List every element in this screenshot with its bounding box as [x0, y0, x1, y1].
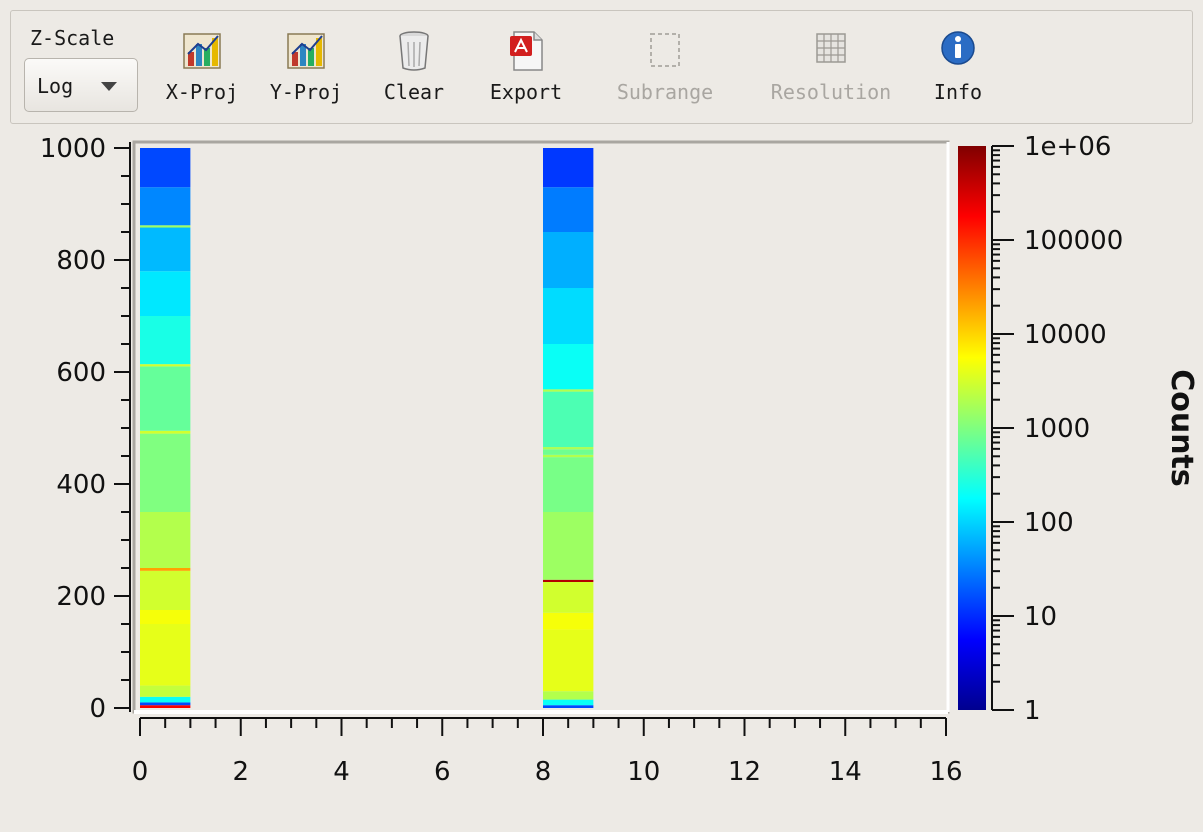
heatmap-cell [140, 430, 191, 434]
heatmap-cell [140, 610, 191, 624]
heatmap-cell [140, 570, 191, 610]
y-tick-label: 200 [56, 582, 106, 612]
heatmap-cell [543, 389, 594, 392]
heatmap-cell [140, 227, 191, 272]
heatmap-cell [140, 148, 191, 188]
x-tick-label: 0 [132, 757, 149, 787]
resolution-button[interactable]: Resolution [758, 28, 904, 112]
x-tick-label: 2 [232, 757, 249, 787]
heatmap-cell [543, 454, 594, 458]
heatmap-cell [543, 579, 594, 582]
heatmap-cells [140, 148, 594, 708]
y-axis: 0 200 400 600 800 1000 [40, 134, 130, 724]
heatmap-cell [543, 187, 594, 232]
heatmap-cell [140, 366, 191, 431]
heatmap-cell [543, 344, 594, 390]
zscale-label: Z-Scale [30, 26, 115, 50]
heatmap-cell [140, 187, 191, 226]
x-axis: 0 2 4 6 8 10 12 14 16 [132, 718, 963, 787]
heatmap-cell [140, 624, 191, 686]
heatmap-cell [543, 699, 594, 706]
heatmap-cell [543, 457, 594, 512]
trash-icon [394, 28, 434, 72]
zscale-value: Log [37, 74, 74, 98]
clear-button[interactable]: Clear [366, 28, 462, 112]
heatmap-cell [543, 449, 594, 455]
info-icon [938, 28, 978, 72]
x-tick-label: 6 [434, 757, 451, 787]
bar-chart-icon [286, 28, 326, 72]
colorbar-tick-label: 100 [1024, 508, 1074, 538]
subrange-button[interactable]: Subrange [600, 28, 730, 112]
heatmap-cell [543, 232, 594, 288]
colorbar-tick-label: 1000 [1024, 414, 1090, 444]
x-proj-label: X-Proj [165, 80, 239, 104]
colorbar-tick-label: 1e+06 [1024, 132, 1111, 162]
grid-icon [811, 28, 851, 72]
y-proj-button[interactable]: Y-Proj [254, 28, 358, 112]
x-tick-label: 14 [829, 757, 862, 787]
heatmap-cell [140, 364, 191, 367]
heatmap-cell [543, 612, 594, 630]
bar-chart-icon [182, 28, 222, 72]
colorbar-tick-label: 10000 [1024, 320, 1107, 350]
y-proj-label: Y-Proj [269, 80, 343, 104]
resolution-label: Resolution [770, 80, 892, 104]
export-button[interactable]: Export [474, 28, 578, 112]
heatmap-cell [140, 225, 191, 228]
info-label: Info [933, 80, 983, 104]
colorbar [958, 146, 986, 710]
heatmap-cell [543, 705, 594, 708]
y-tick-label: 400 [56, 470, 106, 500]
heatmap-cell [543, 582, 594, 613]
clear-label: Clear [383, 80, 445, 104]
x-tick-label: 8 [535, 757, 552, 787]
heatmap-cell [140, 433, 191, 512]
colorbar-tick-label: 100000 [1024, 226, 1123, 256]
heatmap-cell [543, 391, 594, 448]
x-tick-label: 12 [728, 757, 761, 787]
zscale-dropdown[interactable]: Log [24, 58, 138, 112]
chevron-down-icon [101, 82, 117, 91]
pdf-export-icon [506, 28, 546, 72]
x-tick-label: 10 [627, 757, 660, 787]
colorbar-tick-label: 1 [1024, 696, 1041, 726]
export-label: Export [489, 80, 563, 104]
x-tick-label: 16 [929, 757, 962, 787]
heatmap-cell [543, 629, 594, 692]
heatmap-cell [140, 696, 191, 703]
y-tick-label: 0 [89, 694, 106, 724]
y-tick-label: 600 [56, 358, 106, 388]
heatmap-cell [543, 512, 594, 580]
heatmap-cell [140, 685, 191, 697]
colorbar-tick-label: 10 [1024, 602, 1057, 632]
heatmap-cell [140, 271, 191, 316]
heatmap-cell [140, 702, 191, 706]
heatmap-cell [140, 705, 191, 708]
y-tick-label: 1000 [40, 134, 106, 164]
colorbar-axis: 1 10 100 1000 10000 100000 1e+06 [992, 132, 1123, 726]
heatmap-cell [543, 691, 594, 700]
info-button[interactable]: Info [926, 28, 990, 112]
heatmap-cell [543, 288, 594, 344]
x-tick-label: 4 [333, 757, 350, 787]
heatmap-cell [140, 316, 191, 365]
heatmap-cell [140, 512, 191, 568]
y-tick-label: 800 [56, 246, 106, 276]
heatmap-cell [140, 568, 191, 571]
plot-frame [132, 140, 950, 714]
colorbar-label: Counts [1164, 369, 1199, 487]
x-proj-button[interactable]: X-Proj [150, 28, 254, 112]
selection-icon [645, 28, 685, 72]
heatmap-cell [543, 447, 594, 450]
subrange-label: Subrange [616, 80, 714, 104]
heatmap-cell [543, 148, 594, 188]
